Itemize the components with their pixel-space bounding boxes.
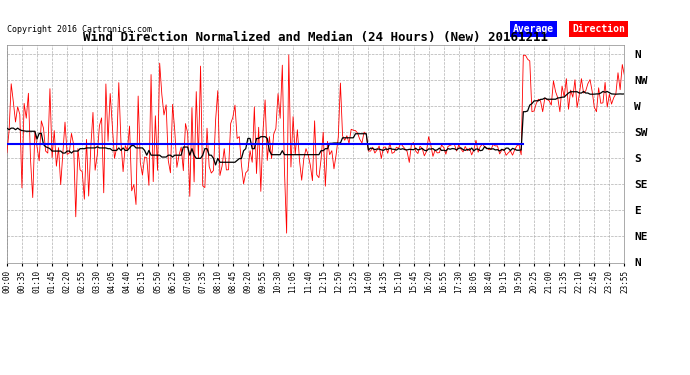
Title: Wind Direction Normalized and Median (24 Hours) (New) 20161211: Wind Direction Normalized and Median (24… (83, 31, 548, 44)
Text: Average: Average (583, 24, 624, 34)
Text: Average: Average (513, 24, 555, 34)
Text: Copyright 2016 Cartronics.com: Copyright 2016 Cartronics.com (7, 25, 152, 34)
Text: Direction: Direction (572, 24, 625, 34)
